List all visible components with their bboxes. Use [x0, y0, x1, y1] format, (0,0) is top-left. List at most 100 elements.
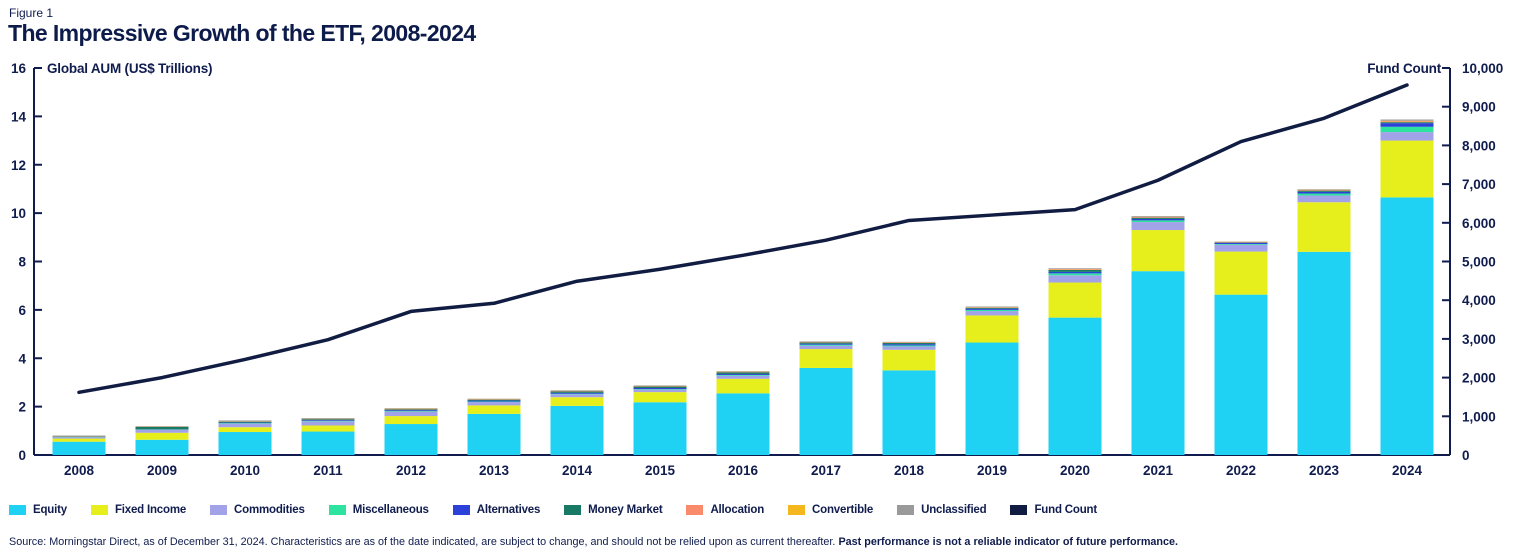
legend-swatch-icon	[210, 505, 228, 515]
bar-segment-money-market	[467, 399, 521, 401]
x-axis-year-label: 2019	[977, 463, 1007, 478]
left-axis-title: Global AUM (US$ Trillions)	[47, 61, 213, 76]
bar-segment-money-market	[301, 419, 355, 421]
x-axis-year-label: 2009	[147, 463, 177, 478]
bar-segment-miscellaneous	[965, 309, 1019, 312]
bar-segment-alternatives	[1380, 123, 1434, 127]
x-axis-year-label: 2020	[1060, 463, 1090, 478]
bar-segment-equity	[1048, 317, 1102, 455]
bar-segment-alternatives	[550, 392, 604, 394]
bar-segment-commodities	[1297, 195, 1351, 203]
bar-segment-alternatives	[1131, 218, 1185, 221]
bar-segment-commodities	[135, 429, 189, 433]
bar-segment-fixed-income	[467, 405, 521, 414]
bar-segment-equity	[1214, 294, 1268, 455]
legend-swatch-icon	[9, 505, 26, 515]
bar-segment-equity	[716, 393, 770, 455]
bar-segment-money-market	[1048, 269, 1102, 272]
bar-segment-money-market	[218, 421, 272, 423]
left-axis-tick-label: 16	[11, 61, 27, 76]
x-axis-year-label: 2013	[479, 463, 510, 478]
left-axis-tick-label: 4	[18, 351, 26, 366]
right-axis-tick-label: 4,000	[1462, 293, 1496, 308]
bar-segment-fixed-income	[1380, 140, 1434, 198]
legend-swatch-icon	[90, 505, 108, 515]
right-axis-tick-label: 1,000	[1462, 409, 1496, 424]
bar-segment-allocation	[1131, 216, 1185, 218]
bar-segment-commodities	[467, 402, 521, 406]
bar-segment-alternatives	[1297, 191, 1351, 194]
legend-label: Fund Count	[1034, 504, 1097, 516]
etf-growth-chart: 0 2 4 6 8 10 12 14 16 0 1,000 2,000 3,000 4,000 5,000 6…	[11, 61, 1503, 478]
legend-label: Unclassified	[921, 504, 987, 516]
fund-count-line	[77, 83, 1409, 395]
bar-segment-miscellaneous	[1380, 126, 1434, 133]
bar-segment-miscellaneous	[1048, 273, 1102, 276]
bar-segment-alternatives	[384, 410, 438, 411]
legend-item-fund-count: Fund Count	[1010, 504, 1097, 516]
bar-segment-equity	[135, 439, 189, 455]
bar-segment-fixed-income	[1048, 282, 1102, 318]
left-axis-tick-label: 2	[18, 400, 26, 415]
bar-segment-equity	[882, 370, 936, 455]
bar-segment-equity	[1297, 251, 1351, 455]
x-axis-year-label: 2015	[645, 463, 676, 478]
bar-segment-fixed-income	[1214, 251, 1268, 295]
source-text: Source: Morningstar Direct, as of Decemb…	[9, 536, 839, 548]
bar-segment-money-market	[882, 343, 936, 345]
bar-segment-commodities	[218, 423, 272, 428]
legend-item-convertible: Convertible	[788, 504, 873, 516]
bar-segment-fixed-income	[135, 432, 189, 440]
figure-label: Figure 1	[9, 6, 54, 20]
legend-label: Fixed Income	[114, 504, 187, 516]
bar-segment-miscellaneous	[882, 345, 936, 347]
bar-segment-fixed-income	[882, 349, 936, 371]
right-axis-title: Fund Count	[1367, 61, 1441, 76]
bar-segment-money-market	[633, 386, 687, 389]
bar-segment-fixed-income	[218, 427, 272, 433]
right-axis-tick-label: 5,000	[1462, 255, 1496, 270]
bar-segment-allocation	[1297, 189, 1351, 191]
bar-segment-equity	[965, 342, 1019, 455]
right-axis-tick-label: 6,000	[1462, 216, 1496, 231]
bar-segment-equity	[633, 402, 687, 455]
bar-segment-alternatives	[1048, 271, 1102, 274]
bar-segment-fixed-income	[1297, 202, 1351, 252]
bar-segment-commodities	[1380, 132, 1434, 141]
bar-segment-alternatives	[965, 308, 1019, 310]
chart-title: The Impressive Growth of the ETF, 2008-2…	[8, 20, 476, 46]
x-axis-year-label: 2021	[1143, 463, 1174, 478]
bar-segment-equity	[1380, 197, 1434, 455]
bar-segment-money-market	[716, 372, 770, 374]
x-axis-year-label: 2010	[230, 463, 260, 478]
bar-segment-commodities	[550, 394, 604, 398]
bar-segment-unclassified	[1048, 268, 1102, 269]
legend: Equity Fixed Income Commodities Miscellaneo…	[9, 504, 1097, 516]
bar-segment-money-market	[799, 342, 853, 344]
bar-segment-unclassified	[1380, 119, 1434, 121]
bar-segment-equity	[1131, 271, 1185, 455]
bar-segment-unclassified	[1131, 216, 1185, 217]
x-axis-year-label: 2008	[64, 463, 95, 478]
bar-segment-money-market	[1380, 122, 1434, 124]
legend-label: Commodities	[234, 504, 305, 516]
legend-item-money-market: Money Market	[564, 504, 663, 516]
right-axis-tick-label: 0	[1462, 448, 1470, 463]
legend-label: Allocation	[710, 504, 765, 516]
bar-segment-alternatives	[882, 344, 936, 346]
bar-segment-miscellaneous	[1297, 193, 1351, 196]
bar-segment-fixed-income	[550, 397, 604, 406]
bar-segment-miscellaneous	[1131, 220, 1185, 223]
bar-segment-equity	[218, 432, 272, 455]
legend-item-allocation: Allocation	[686, 504, 764, 516]
bar-segment-equity	[301, 431, 355, 455]
bar-segment-alternatives	[633, 388, 687, 389]
bar-segment-money-market	[1131, 217, 1185, 219]
x-axis-year-label: 2018	[894, 463, 925, 478]
bar-segment-fixed-income	[301, 425, 355, 432]
legend-label: Money Market	[588, 504, 663, 516]
bar-segment-commodities	[52, 437, 106, 439]
legend-item-alternatives: Alternatives	[452, 504, 540, 516]
bar-segment-equity	[550, 405, 604, 455]
